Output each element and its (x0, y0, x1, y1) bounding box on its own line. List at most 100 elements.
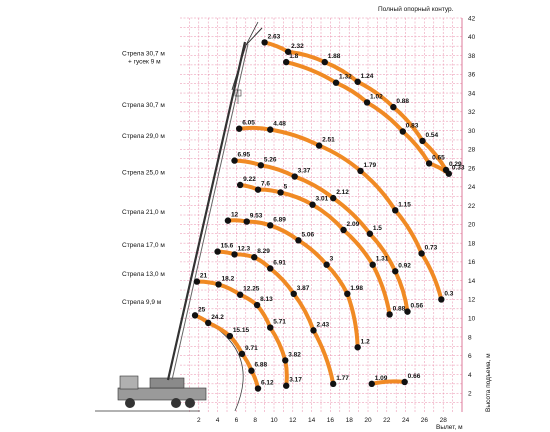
data-label: 6.88 (254, 362, 267, 369)
data-label: 1.02 (370, 93, 383, 100)
data-point (401, 378, 408, 386)
data-point (283, 58, 290, 66)
x-tick-label: 22 (383, 417, 391, 424)
data-point (399, 128, 406, 135)
data-point (392, 207, 399, 214)
data-point (231, 157, 238, 164)
data-label: 2.09 (347, 221, 360, 228)
data-label: 5 (284, 183, 288, 190)
boom-label: Стрела 17,0 м (122, 242, 165, 249)
data-point (251, 254, 258, 261)
data-point (226, 332, 234, 340)
y-tick-label: 8 (468, 334, 472, 341)
data-point (368, 380, 375, 388)
data-label: 0.88 (396, 98, 409, 105)
y-tick-label: 14 (468, 278, 476, 285)
data-label: 6.89 (273, 216, 286, 223)
data-label: 8.13 (260, 296, 273, 303)
data-point (392, 268, 399, 275)
data-label: 0.66 (408, 373, 421, 380)
y-tick-label: 18 (468, 240, 476, 247)
y-tick-label: 6 (468, 353, 472, 360)
data-label: 1.77 (336, 375, 349, 382)
data-label: 1.2 (361, 338, 370, 345)
data-point (404, 308, 411, 315)
data-label: 5.71 (273, 319, 286, 326)
data-label: 2.63 (268, 33, 281, 40)
boom-label: Стрела 29,0 м (122, 133, 165, 140)
data-label: 4.48 (273, 121, 286, 128)
data-point (283, 382, 290, 389)
data-label: 6.05 (242, 120, 255, 127)
data-label: 3.01 (316, 196, 329, 203)
data-label: 0.3 (444, 290, 453, 297)
data-label: 1.79 (363, 162, 376, 169)
x-axis-label: Вылет, м (436, 424, 463, 431)
data-point (357, 167, 364, 175)
data-point (267, 126, 274, 133)
y-tick-label: 34 (468, 90, 476, 97)
y-tick-label: 20 (468, 222, 476, 229)
data-point (332, 79, 340, 86)
y-tick-label: 30 (468, 128, 476, 135)
data-point (224, 217, 232, 224)
data-label: 3.82 (288, 351, 301, 358)
boom-label-jib: + гусек 9 м (128, 59, 161, 66)
data-point (236, 181, 244, 189)
data-label: 18.2 (222, 275, 235, 282)
y-tick-label: 4 (468, 372, 472, 379)
data-point (330, 194, 337, 202)
x-tick-label: 4 (216, 417, 220, 424)
data-label: 5.06 (301, 231, 314, 238)
data-point (282, 357, 289, 364)
data-label: 0.29 (449, 161, 462, 168)
data-point (354, 344, 361, 351)
data-label: 1.24 (361, 73, 374, 80)
data-point (248, 367, 255, 374)
x-tick-label: 26 (421, 417, 429, 424)
y-tick-label: 2 (468, 391, 472, 398)
data-point (191, 312, 199, 319)
data-point (267, 222, 274, 229)
data-label: 1.98 (350, 285, 363, 292)
data-label: 7.6 (261, 181, 270, 188)
y-axis-label: Высота подъема, м (485, 353, 492, 412)
data-point (344, 290, 351, 297)
data-point (315, 142, 323, 149)
data-point (205, 319, 212, 327)
data-point (354, 78, 361, 85)
data-label: 24.2 (211, 314, 224, 321)
data-point (291, 173, 298, 180)
x-tick-label: 8 (253, 417, 257, 424)
data-point (419, 137, 426, 145)
data-point (363, 99, 371, 106)
data-point (438, 296, 445, 303)
data-point (236, 125, 243, 132)
data-point (236, 291, 244, 298)
data-point (231, 251, 238, 258)
data-label: 3.17 (289, 377, 302, 384)
chart-title: Полный опорный контур. (378, 5, 454, 13)
data-label: 1.15 (398, 201, 411, 208)
data-point (261, 39, 268, 46)
y-tick-label: 32 (468, 109, 476, 116)
data-label: 6.12 (261, 380, 274, 387)
data-point (366, 230, 374, 237)
data-point (267, 265, 274, 272)
data-point (295, 237, 302, 244)
x-tick-label: 18 (346, 417, 354, 424)
data-label: 0.65 (432, 154, 445, 161)
load-curve (237, 125, 444, 302)
data-label: 2.32 (291, 43, 304, 50)
data-point (254, 186, 262, 193)
data-point (369, 261, 376, 268)
y-tick-label: 12 (468, 297, 476, 304)
data-point (254, 385, 262, 392)
data-label: 25 (198, 306, 206, 313)
y-tick-label: 42 (468, 15, 476, 22)
x-tick-label: 6 (235, 417, 239, 424)
y-tick-label: 10 (468, 315, 476, 322)
data-point (425, 160, 433, 167)
